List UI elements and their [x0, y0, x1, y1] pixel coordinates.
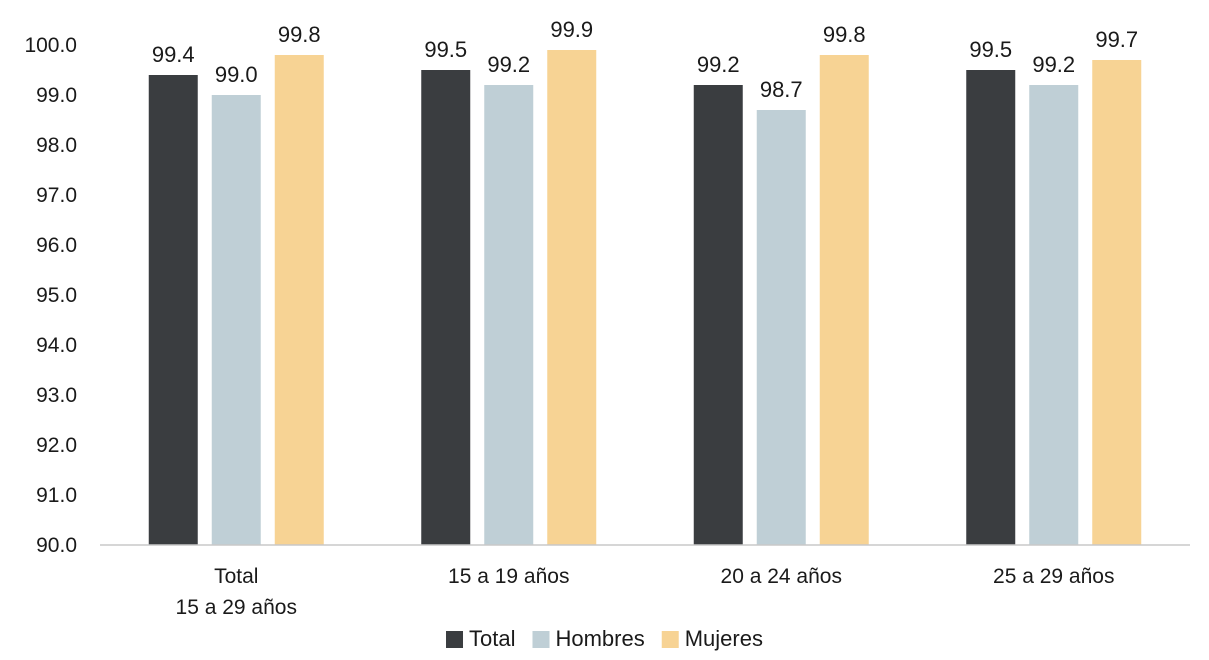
y-tick-label: 96.0 — [36, 234, 77, 257]
bar-total-1 — [421, 70, 471, 545]
data-label: 99.2 — [697, 52, 740, 77]
bar-mujeres-3 — [1092, 60, 1142, 545]
legend-label-hombres: Hombres — [555, 626, 644, 651]
bar-total-0 — [148, 75, 198, 545]
data-label: 99.8 — [823, 22, 866, 47]
bar-mujeres-0 — [274, 55, 324, 545]
x-category-label-line: Total — [214, 565, 258, 588]
legend-label-mujeres: Mujeres — [685, 626, 763, 651]
y-tick-label: 98.0 — [36, 134, 77, 157]
bar-mujeres-1 — [547, 50, 597, 545]
y-tick-label: 92.0 — [36, 434, 77, 457]
data-label: 99.7 — [1095, 27, 1138, 52]
bar-mujeres-2 — [819, 55, 869, 545]
data-label: 99.2 — [1032, 52, 1075, 77]
y-tick-label: 94.0 — [36, 334, 77, 357]
x-category-label: 15 a 19 años — [448, 565, 569, 588]
data-label: 98.7 — [760, 77, 803, 102]
legend-label-total: Total — [469, 626, 515, 651]
bar-hombres-1 — [484, 85, 534, 545]
bar-hombres-2 — [756, 110, 806, 545]
data-labels: 99.4 99.0 99.8 99.5 99.2 99.9 99.2 98.7 99.8 99.5… — [152, 17, 1138, 102]
bar-total-3 — [966, 70, 1016, 545]
data-label: 99.2 — [487, 52, 530, 77]
x-axis: Total 15 a 29 años 15 a 19 años 20 a 24 año… — [176, 565, 1115, 619]
x-category-label-line: 15 a 19 años — [448, 565, 569, 588]
legend: Total Hombres Mujeres — [446, 626, 763, 651]
bar-hombres-0 — [211, 95, 261, 545]
x-category-label: 25 a 29 años — [993, 565, 1114, 588]
bar-total-2 — [693, 85, 743, 545]
x-category-label: 20 a 24 años — [721, 565, 842, 588]
y-tick-label: 99.0 — [36, 84, 77, 107]
y-tick-label: 97.0 — [36, 184, 77, 207]
y-tick-label: 91.0 — [36, 484, 77, 507]
y-tick-label: 100.0 — [24, 34, 77, 57]
y-axis: 90.0 91.0 92.0 93.0 94.0 95.0 96.0 97.0 98.0 99.0… — [24, 34, 77, 557]
data-label: 99.0 — [215, 62, 258, 87]
bar-hombres-3 — [1029, 85, 1079, 545]
data-label: 99.9 — [550, 17, 593, 42]
y-tick-label: 95.0 — [36, 284, 77, 307]
data-label: 99.8 — [278, 22, 321, 47]
legend-swatch-mujeres — [661, 631, 679, 648]
data-label: 99.4 — [152, 42, 195, 67]
legend-swatch-total — [446, 631, 464, 648]
data-label: 99.5 — [424, 37, 467, 62]
y-tick-label: 93.0 — [36, 384, 77, 407]
data-label: 99.5 — [969, 37, 1012, 62]
x-category-label-line: 25 a 29 años — [993, 565, 1114, 588]
legend-swatch-hombres — [532, 631, 550, 648]
x-category-label-line: 15 a 29 años — [176, 596, 297, 619]
x-category-label-line: 20 a 24 años — [721, 565, 842, 588]
x-category-label: Total 15 a 29 años — [176, 565, 297, 619]
y-tick-label: 90.0 — [36, 534, 77, 557]
bars — [148, 50, 1142, 545]
